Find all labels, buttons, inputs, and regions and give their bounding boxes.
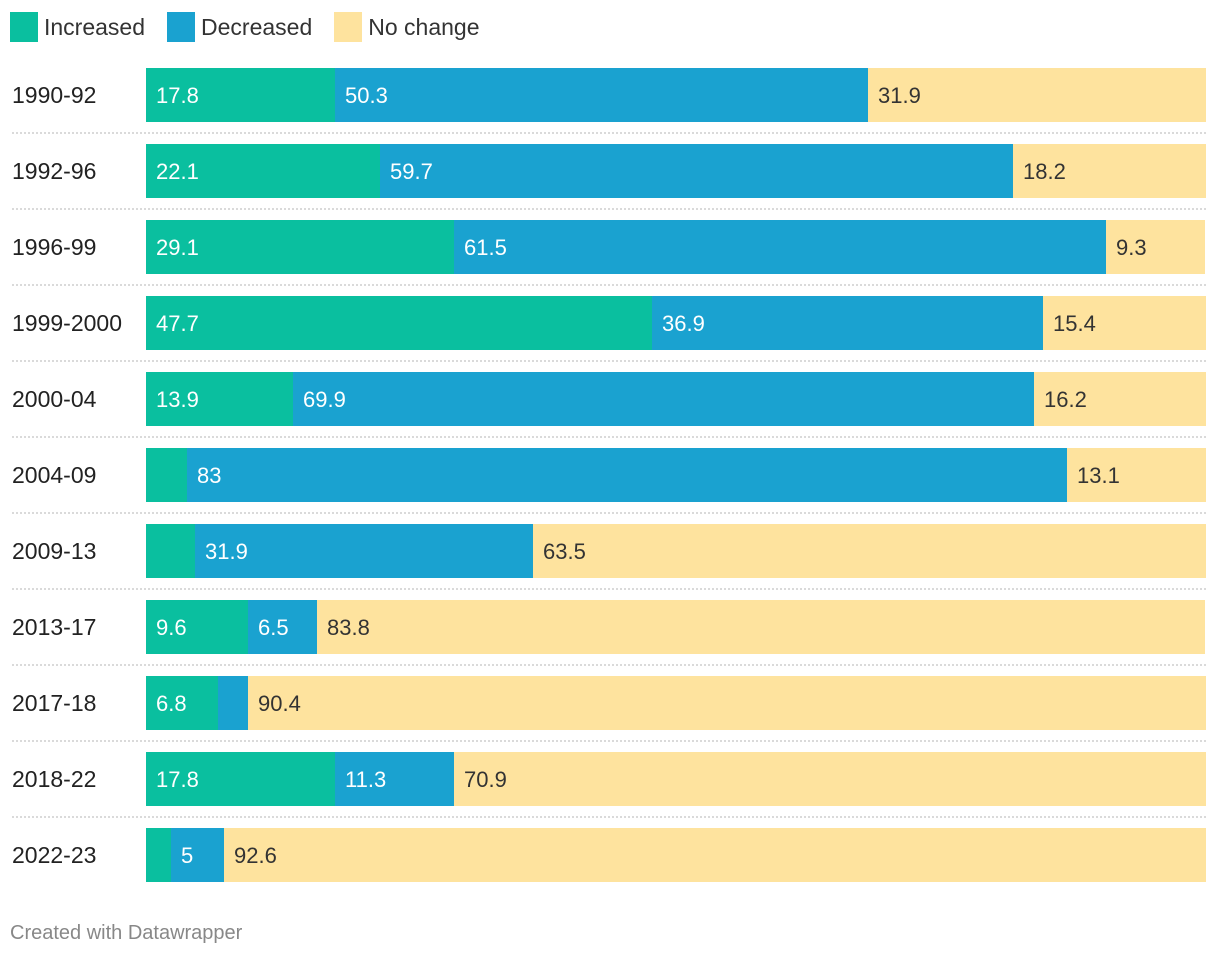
legend-item-no-change: No change [334, 12, 480, 42]
legend-swatch-increased [10, 12, 38, 42]
value-label: 70.9 [464, 767, 507, 792]
bar-segment-no-change [1106, 220, 1205, 274]
row-label: 2013-17 [12, 614, 96, 640]
bar-segment-increased [146, 68, 335, 122]
row-label: 1996-99 [12, 234, 96, 260]
value-label: 11.3 [345, 767, 386, 792]
row-label: 1999-2000 [12, 310, 122, 336]
value-label: 13.1 [1077, 463, 1120, 488]
value-label: 50.3 [345, 83, 388, 108]
bar-segment-decreased [335, 752, 454, 806]
bar-segment-increased [146, 600, 248, 654]
bar-segment-increased [146, 828, 171, 882]
row-label: 2018-22 [12, 766, 96, 792]
bar-segment-no-change [1013, 144, 1206, 198]
legend: Increased Decreased No change [10, 12, 502, 42]
bar-segment-decreased [195, 524, 533, 578]
value-label: 69.9 [303, 387, 346, 412]
bar-segment-increased [146, 296, 652, 350]
value-label: 9.3 [1116, 235, 1147, 260]
value-label: 18.2 [1023, 159, 1066, 184]
value-label: 13.9 [156, 387, 199, 412]
bar-segment-decreased [248, 600, 317, 654]
row-label: 1990-92 [12, 82, 96, 108]
value-label: 17.8 [156, 767, 199, 792]
bar-segment-decreased [335, 68, 868, 122]
value-label: 6.8 [156, 691, 187, 716]
bar-segment-decreased [293, 372, 1034, 426]
row-label: 2017-18 [12, 690, 96, 716]
stacked-bar-chart: 1990-92 17.8 50.3 31.9 1992-96 22.1 59.7 18.2 19… [12, 68, 1206, 882]
footer-credit: Created with Datawrapper [10, 922, 243, 944]
bar-segment-no-change [248, 676, 1206, 730]
value-label: 36.9 [662, 311, 705, 336]
value-label: 15.4 [1053, 311, 1096, 336]
legend-item-increased: Increased [10, 12, 145, 42]
value-label: 59.7 [390, 159, 433, 184]
bar-segment-increased [146, 220, 454, 274]
bar-segment-decreased [171, 828, 224, 882]
value-label: 22.1 [156, 159, 199, 184]
bar-segment-increased [146, 524, 195, 578]
bar-segment-no-change [317, 600, 1205, 654]
bar-segment-no-change [224, 828, 1206, 882]
value-label: 5 [181, 843, 193, 868]
bar-segment-no-change [1034, 372, 1206, 426]
value-label: 17.8 [156, 83, 199, 108]
legend-item-decreased: Decreased [167, 12, 312, 42]
value-label: 61.5 [464, 235, 507, 260]
value-label: 63.5 [543, 539, 586, 564]
value-label: 31.9 [878, 83, 921, 108]
bar-segment-decreased [187, 448, 1067, 502]
legend-label-increased: Increased [44, 13, 146, 40]
value-label: 92.6 [234, 843, 277, 868]
legend-label-decreased: Decreased [201, 13, 313, 40]
value-label: 9.6 [156, 615, 187, 640]
value-label: 29.1 [156, 235, 199, 260]
bar-segment-no-change [533, 524, 1206, 578]
bar-segment-decreased [454, 220, 1106, 274]
value-label: 6.5 [258, 615, 289, 640]
bar-segment-no-change [454, 752, 1206, 806]
bar-segment-no-change [1043, 296, 1206, 350]
row-label: 2022-23 [12, 842, 96, 868]
bar-segment-increased [146, 372, 293, 426]
row-label: 1992-96 [12, 158, 96, 184]
row-label: 2004-09 [12, 462, 96, 488]
row-label: 2009-13 [12, 538, 96, 564]
legend-swatch-no-change [334, 12, 363, 42]
bar-segment-increased [146, 676, 218, 730]
legend-label-no-change: No change [368, 13, 480, 40]
bar-segment-no-change [1067, 448, 1206, 502]
bar-segment-decreased [380, 144, 1013, 198]
bar-segment-increased [146, 448, 187, 502]
bar-segment-decreased [652, 296, 1043, 350]
value-label: 31.9 [205, 539, 248, 564]
value-label: 83 [197, 463, 221, 488]
value-label: 83.8 [327, 615, 370, 640]
legend-swatch-decreased [167, 12, 196, 42]
value-label: 90.4 [258, 691, 301, 716]
bar-segment-increased [146, 752, 335, 806]
value-label: 47.7 [156, 311, 199, 336]
bar-segment-no-change [868, 68, 1206, 122]
row-label: 2000-04 [12, 386, 97, 412]
bar-segment-increased [146, 144, 380, 198]
value-label: 16.2 [1044, 387, 1087, 412]
bar-segment-decreased [218, 676, 248, 730]
